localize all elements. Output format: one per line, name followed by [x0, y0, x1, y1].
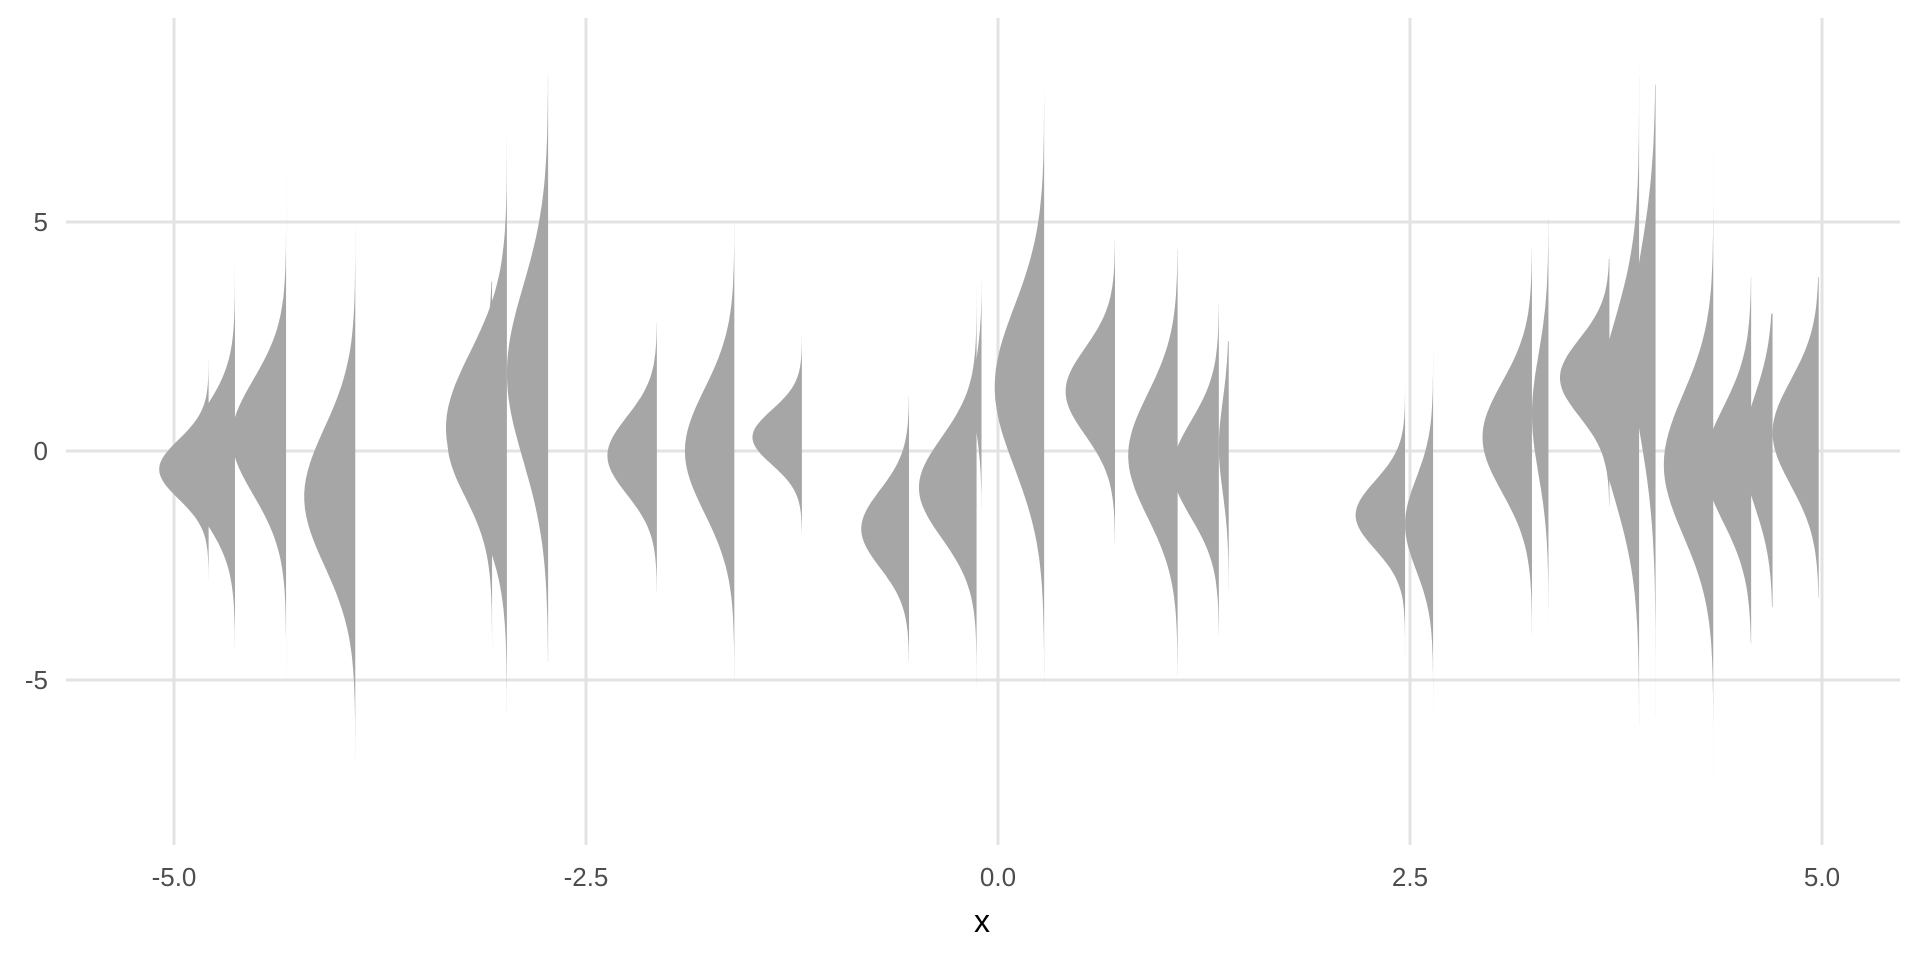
half-violin-6: [446, 98, 507, 717]
half-violin-29: [1772, 276, 1819, 598]
x-tick-label: 5.0: [1804, 862, 1840, 892]
half-violin-21: [1482, 249, 1532, 635]
half-violin-10: [752, 336, 802, 534]
x-tick-label: -2.5: [564, 862, 609, 892]
half-violin-9: [684, 162, 735, 740]
violins: [159, 61, 1819, 809]
half-violin-28: [1742, 313, 1773, 607]
x-tick-label: 0.0: [980, 862, 1016, 892]
half-violin-26: [1663, 148, 1714, 781]
half-violin-17: [1172, 304, 1219, 635]
half-violin-2: [179, 249, 235, 648]
half-violin-27: [1705, 276, 1752, 644]
x-tick-labels: -5.0 -2.5 0.0 2.5 5.0: [152, 862, 1840, 892]
y-tick-label: 5: [34, 207, 48, 237]
grid: [66, 18, 1900, 845]
x-tick-label: 2.5: [1392, 862, 1428, 892]
half-violin-14: [994, 84, 1045, 685]
half-violin-24: [1597, 61, 1640, 726]
half-violin-3: [231, 176, 287, 685]
half-violin-12: [919, 286, 977, 694]
half-violin-4: [304, 194, 356, 809]
half-violin-20: [1405, 350, 1434, 717]
half-violin-7: [506, 75, 549, 662]
x-tick-label: -5.0: [152, 862, 197, 892]
half-violin-22: [1532, 217, 1549, 626]
x-axis-title: x: [974, 903, 990, 939]
y-tick-label: -5: [25, 665, 48, 695]
half-violin-11: [861, 396, 910, 662]
y-tick-labels: -5 0 5: [25, 207, 48, 695]
half-violin-18: [1218, 341, 1229, 612]
half-violin-19: [1355, 386, 1406, 662]
half-violin-23: [1560, 258, 1610, 506]
half-violin-16: [1128, 249, 1178, 676]
half-violin-15: [1065, 240, 1116, 543]
y-tick-label: 0: [34, 436, 48, 466]
half-violin-13: [973, 231, 982, 717]
half-violin-8: [607, 322, 657, 593]
half-violin-25: [1630, 84, 1656, 717]
